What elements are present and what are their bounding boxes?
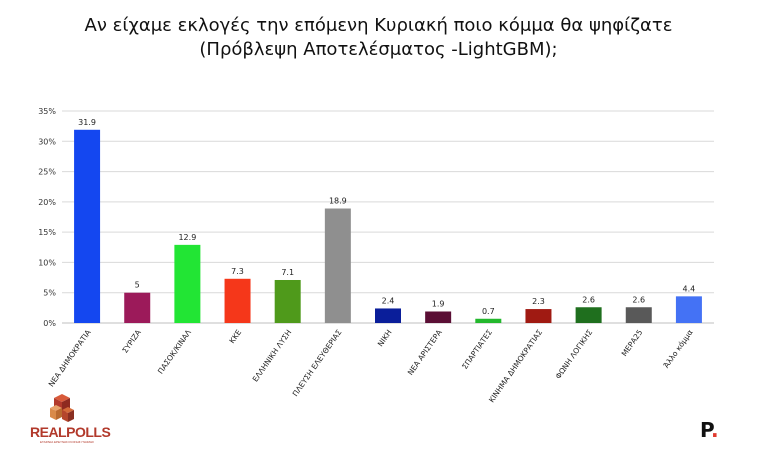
data-label: 2.6 xyxy=(632,295,645,304)
x-tick-label: ΚΙΝΗΜΑ ΔΗΜΟΚΡΑΤΙΑΣ xyxy=(487,328,544,404)
bar xyxy=(324,208,351,323)
x-tick-label: ΝΙΚΗ xyxy=(376,328,394,348)
x-tick-label: ΜΕΡΑ25 xyxy=(620,328,645,358)
bar xyxy=(274,279,301,323)
data-label: 31.9 xyxy=(78,118,96,127)
realpolls-logo-subtitle: ΕΤΑΙΡΕΙΑ ΕΡΕΥΝΩΝ ΚΟΙΝΗΣ ΓΝΩΜΗΣ xyxy=(40,440,95,444)
bar xyxy=(74,129,101,323)
data-label: 2.6 xyxy=(582,295,595,304)
x-tick-label: ΝΕΑ ΑΡΙΣΤΕΡΑ xyxy=(406,327,445,377)
x-tick-label: ΣΠΑΡΤΙΑΤΕΣ xyxy=(460,328,494,371)
publisher-logo-letter: P xyxy=(700,418,711,442)
bar xyxy=(475,318,502,323)
y-tick-label: 35% xyxy=(38,107,56,116)
bar xyxy=(575,307,602,323)
data-label: 18.9 xyxy=(329,197,347,206)
y-tick-label: 25% xyxy=(38,168,56,177)
y-tick-label: 10% xyxy=(38,258,56,267)
x-tick-label: ΠΛΕΥΣΗ ΕΛΕΥΘΕΡΙΑΣ xyxy=(291,328,344,398)
bar xyxy=(625,307,652,323)
bar xyxy=(224,278,251,323)
chart-title-line-2: (Πρόβλεψη Αποτελέσματος -LightGBM); xyxy=(199,39,558,60)
x-tick-label: ΚΚΕ xyxy=(227,328,243,345)
realpolls-logo-text: REALPOLLS xyxy=(30,424,111,440)
data-label: 12.9 xyxy=(178,233,196,242)
bar xyxy=(174,244,201,323)
y-tick-label: 0% xyxy=(43,319,56,328)
bar xyxy=(675,296,702,323)
bar xyxy=(425,311,452,323)
x-tick-label: ΝΕΑ ΔΗΜΟΚΡΑΤΙΑ xyxy=(47,327,94,388)
data-label: 7.1 xyxy=(281,268,294,277)
y-tick-label: 15% xyxy=(38,228,56,237)
y-tick-label: 5% xyxy=(43,289,56,298)
data-label: 5 xyxy=(135,281,140,290)
data-label: 4.4 xyxy=(683,284,696,293)
chart-title-line-1: Αν είχαμε εκλογές την επόμενη Κυριακή πο… xyxy=(84,15,673,36)
y-tick-label: 20% xyxy=(38,198,56,207)
x-tick-label: ΕΛΛΗΝΙΚΗ ΛΥΣΗ xyxy=(251,328,294,384)
data-label: 1.9 xyxy=(432,299,445,308)
x-tick-label: ΣΥΡΙΖΑ xyxy=(120,327,143,354)
data-label: 2.4 xyxy=(382,296,395,305)
data-label: 0.7 xyxy=(482,307,495,316)
publisher-logo: P. xyxy=(700,418,719,442)
realpolls-logo-icon xyxy=(50,394,74,422)
x-tick-label: ΠΑΣΟΚ/ΚΙΝΑΛ xyxy=(156,327,194,375)
data-label: 7.3 xyxy=(231,267,244,276)
bar xyxy=(375,308,401,323)
bar xyxy=(124,292,151,323)
data-label: 2.3 xyxy=(532,297,545,306)
bar xyxy=(525,309,552,323)
chart-title: Αν είχαμε εκλογές την επόμενη Κυριακή πο… xyxy=(0,14,757,62)
x-tick-label: ΦΩΝΗ ΛΟΓΙΚΗΣ xyxy=(554,328,595,381)
x-tick-label: Άλλο κόμμα xyxy=(662,328,695,370)
publisher-logo-dot: . xyxy=(711,418,719,442)
y-tick-label: 30% xyxy=(38,137,56,146)
